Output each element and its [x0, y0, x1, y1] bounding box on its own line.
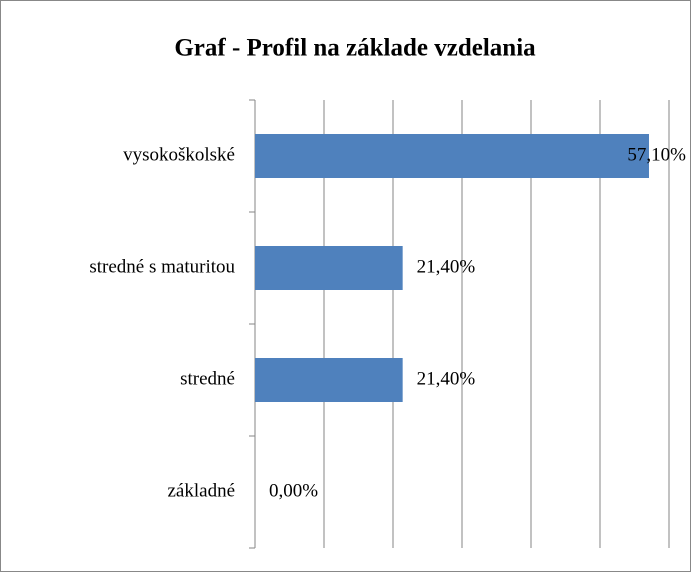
bar — [255, 246, 403, 290]
value-label: 0,00% — [269, 480, 318, 501]
value-label: 57,10% — [627, 144, 686, 165]
bar — [255, 358, 403, 402]
y-tick-label: vysokoškolské — [123, 144, 235, 165]
value-label: 21,40% — [417, 368, 476, 389]
y-tick-label: stredné s maturitou — [89, 256, 235, 277]
value-label: 21,40% — [417, 256, 476, 277]
bar — [255, 134, 649, 178]
chart-title: Graf - Profil na základe vzdelania — [174, 35, 536, 62]
y-tick-label: stredné — [180, 368, 235, 389]
y-tick-label: základné — [167, 480, 235, 501]
